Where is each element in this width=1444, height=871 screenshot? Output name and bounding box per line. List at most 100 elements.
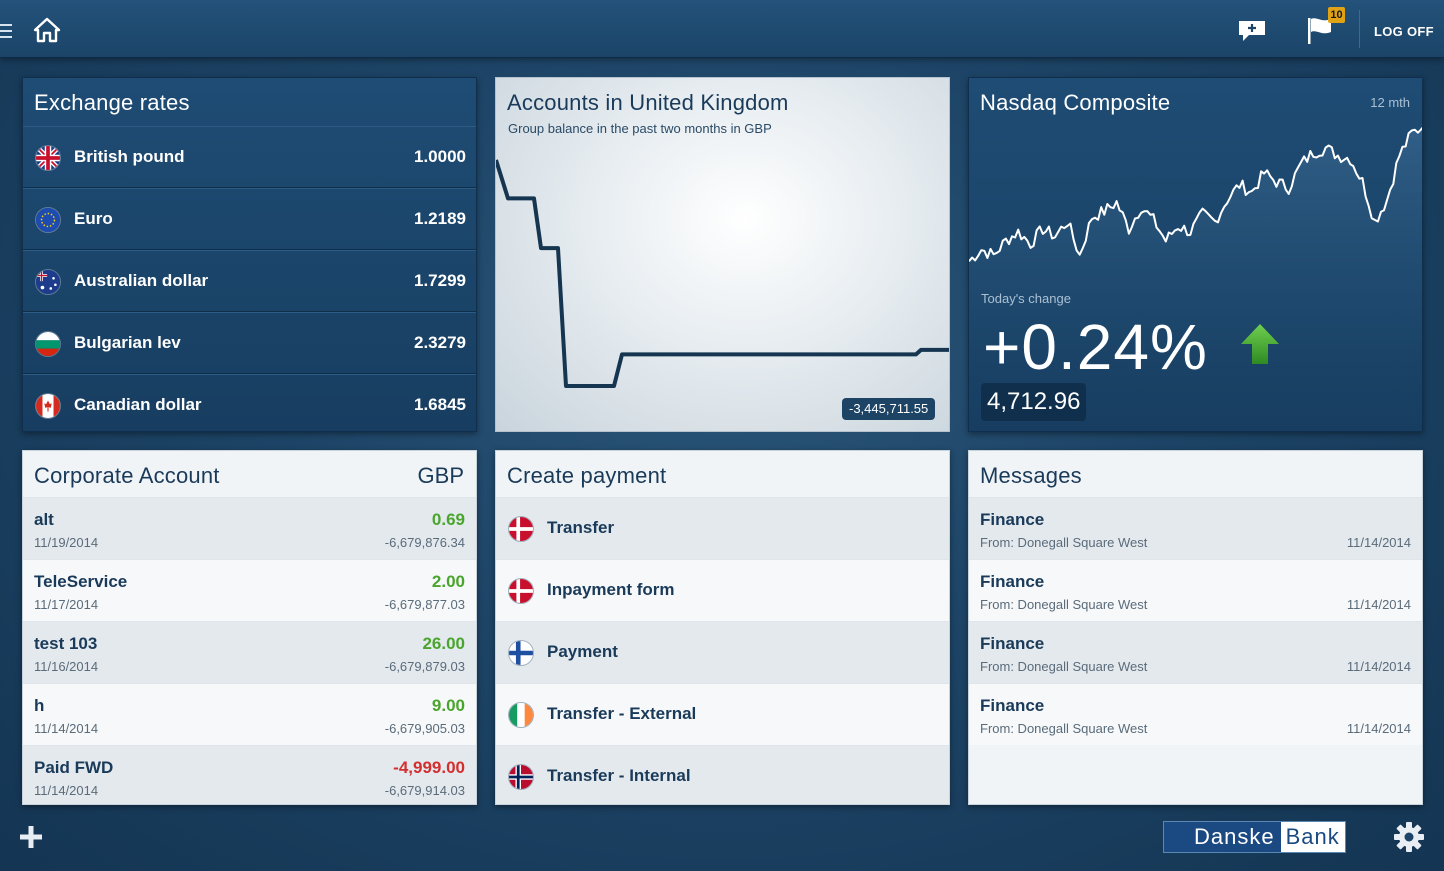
transaction-balance: -6,679,876.34 xyxy=(384,535,465,550)
currency-rate: 1.2189 xyxy=(414,209,466,228)
transaction-name: Paid FWD xyxy=(34,758,114,777)
payment-option-transfer-internal[interactable]: Transfer - Internal xyxy=(496,745,949,804)
message-from: From: Donegall Square West xyxy=(980,659,1148,674)
message-title: Finance xyxy=(980,634,1045,653)
message-row[interactable]: Finance From: Donegall Square West 11/14… xyxy=(969,683,1422,745)
balance-value: -3,445,711.55 xyxy=(842,398,936,420)
transaction-date: 11/14/2014 xyxy=(34,783,99,798)
up-arrow-icon xyxy=(1241,324,1279,364)
messages-title: Messages xyxy=(980,463,1082,488)
corporate-title: Corporate Account xyxy=(34,463,220,488)
accounts-uk-panel[interactable]: Accounts in United Kingdom Group balance… xyxy=(495,77,950,432)
message-row[interactable]: Finance From: Donegall Square West 11/14… xyxy=(969,621,1422,683)
rate-row[interactable]: Euro 1.2189 xyxy=(23,188,476,250)
message-row[interactable]: Finance From: Donegall Square West 11/14… xyxy=(969,497,1422,559)
au-flag-icon xyxy=(35,269,61,295)
rate-row[interactable]: Australian dollar 1.7299 xyxy=(23,250,476,312)
message-date: 11/14/2014 xyxy=(1346,535,1411,550)
payment-option-transfer-external[interactable]: Transfer - External xyxy=(496,683,949,745)
bg-flag-icon xyxy=(35,331,61,357)
payment-option-payment[interactable]: Payment xyxy=(496,621,949,683)
transaction-amount: 9.00 xyxy=(431,696,465,715)
messages-panel[interactable]: Messages Finance From: Donegall Square W… xyxy=(968,450,1423,805)
balance-chart xyxy=(496,159,949,388)
ie-flag-icon xyxy=(508,702,534,728)
transaction-date: 11/17/2014 xyxy=(34,597,99,612)
message-date: 11/14/2014 xyxy=(1346,721,1411,736)
currency-rate: 1.0000 xyxy=(414,147,466,166)
flag-icon[interactable] xyxy=(1305,14,1337,46)
create-payment-panel[interactable]: Create payment Transfer Inpayment form P… xyxy=(495,450,950,805)
exchange-rates-title: Exchange rates xyxy=(34,90,190,115)
chat-plus-icon[interactable] xyxy=(1237,19,1267,43)
divider xyxy=(1359,10,1360,48)
transaction-balance: -6,679,879.03 xyxy=(384,659,465,674)
nasdaq-chart xyxy=(969,126,1422,431)
payment-option-label: Inpayment form xyxy=(547,580,675,599)
currency-name: Australian dollar xyxy=(74,271,209,290)
eu-flag-icon xyxy=(35,207,61,233)
message-date: 11/14/2014 xyxy=(1346,659,1411,674)
dk-flag-icon xyxy=(508,578,534,604)
home-icon[interactable] xyxy=(33,17,61,43)
rate-row[interactable]: Bulgarian lev 2.3279 xyxy=(23,312,476,374)
period-label: 12 mth xyxy=(1370,95,1410,110)
corporate-account-panel[interactable]: Corporate Account GBP alt 11/19/2014 0.6… xyxy=(22,450,477,805)
payment-option-label: Transfer - Internal xyxy=(547,766,691,785)
ca-flag-icon xyxy=(35,393,61,419)
notification-badge: 10 xyxy=(1328,7,1345,23)
fi-flag-icon xyxy=(508,640,534,666)
exchange-rates-panel[interactable]: Exchange rates British pound 1.0000 Euro… xyxy=(22,77,477,432)
message-from: From: Donegall Square West xyxy=(980,597,1148,612)
transaction-amount: 26.00 xyxy=(422,634,465,653)
transaction-row[interactable]: alt 11/19/2014 0.69 -6,679,876.34 xyxy=(23,497,476,559)
index-value: 4,712.96 xyxy=(981,383,1087,421)
payment-option-inpayment[interactable]: Inpayment form xyxy=(496,559,949,621)
currency-rate: 1.6845 xyxy=(414,395,466,414)
plus-icon[interactable] xyxy=(18,824,44,850)
balance-line xyxy=(496,159,949,388)
gear-icon[interactable] xyxy=(1393,821,1425,853)
currency-name: Euro xyxy=(74,209,113,228)
payment-option-label: Payment xyxy=(547,642,618,661)
transaction-amount: 0.69 xyxy=(431,510,465,529)
message-row[interactable]: Finance From: Donegall Square West 11/14… xyxy=(969,559,1422,621)
rate-row[interactable]: Canadian dollar 1.6845 xyxy=(23,374,476,431)
nasdaq-title: Nasdaq Composite xyxy=(980,90,1171,115)
message-title: Finance xyxy=(980,696,1045,715)
currency-rate: 1.7299 xyxy=(414,271,466,290)
top-bar: 10 LOG OFF xyxy=(0,0,1444,58)
currency-name: Canadian dollar xyxy=(74,395,202,414)
rate-row[interactable]: British pound 1.0000 xyxy=(23,126,476,188)
uk-flag-icon xyxy=(35,145,61,171)
danske-bank-logo: Danske Bank xyxy=(1163,821,1346,853)
nasdaq-area xyxy=(969,128,1422,431)
nasdaq-line xyxy=(969,126,1422,263)
message-title: Finance xyxy=(980,572,1045,591)
payment-option-transfer[interactable]: Transfer xyxy=(496,497,949,559)
accounts-title: Accounts in United Kingdom xyxy=(507,90,789,115)
transaction-row[interactable]: h 11/14/2014 9.00 -6,679,905.03 xyxy=(23,683,476,745)
no-flag-icon xyxy=(508,764,534,790)
transaction-row[interactable]: TeleService 11/17/2014 2.00 -6,679,877.0… xyxy=(23,559,476,621)
nasdaq-panel[interactable]: Nasdaq Composite 12 mth Today's change +… xyxy=(968,77,1423,432)
currency-code: GBP xyxy=(417,463,464,488)
message-title: Finance xyxy=(980,510,1045,529)
menu-icon[interactable] xyxy=(0,24,12,40)
dk-flag-icon xyxy=(508,516,534,542)
transaction-name: h xyxy=(34,696,45,715)
transaction-row[interactable]: Paid FWD 11/14/2014 -4,999.00 -6,679,914… xyxy=(23,745,476,804)
transaction-balance: -6,679,905.03 xyxy=(384,721,465,736)
transaction-name: test 103 xyxy=(34,634,98,653)
accounts-subtitle: Group balance in the past two months in … xyxy=(508,121,772,136)
message-from: From: Donegall Square West xyxy=(980,535,1148,550)
log-off-button[interactable]: LOG OFF xyxy=(1374,24,1434,39)
transaction-name: alt xyxy=(34,510,54,529)
transaction-row[interactable]: test 103 11/16/2014 26.00 -6,679,879.03 xyxy=(23,621,476,683)
currency-name: British pound xyxy=(74,147,185,166)
message-from: From: Donegall Square West xyxy=(980,721,1148,736)
currency-name: Bulgarian lev xyxy=(74,333,181,352)
logo-part-bank: Bank xyxy=(1280,822,1345,852)
currency-rate: 2.3279 xyxy=(414,333,466,352)
payment-option-label: Transfer xyxy=(547,518,615,537)
